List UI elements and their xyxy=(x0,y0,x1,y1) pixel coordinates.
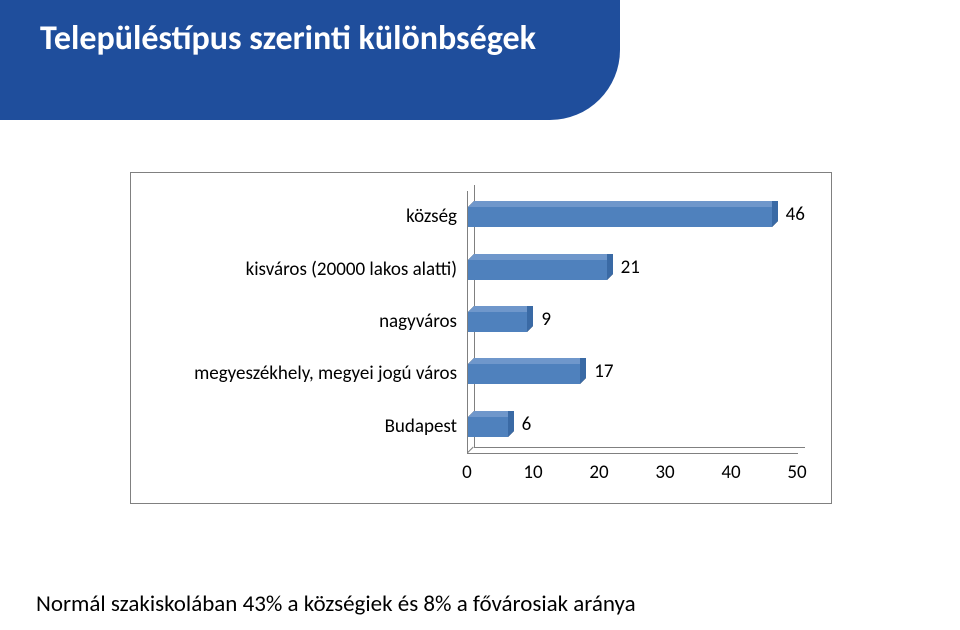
bar xyxy=(468,260,607,280)
bar-value-label: 6 xyxy=(522,413,532,436)
plot-area: 46 21 9 17 6 xyxy=(467,191,798,454)
bar-row: 21 xyxy=(468,243,798,295)
chart-container: 46 21 9 17 6 község kisváros (20000 lakos ala… xyxy=(130,172,832,504)
title-banner: Településtípus szerinti különbségek xyxy=(0,0,620,120)
bar xyxy=(468,364,580,384)
x-tick-label: 10 xyxy=(523,461,542,484)
x-tick-label: 20 xyxy=(589,461,608,484)
bar-value-label: 9 xyxy=(541,308,551,331)
bar xyxy=(468,417,508,437)
bar-value-label: 21 xyxy=(621,256,640,279)
page-title: Településtípus szerinti különbségek xyxy=(0,0,620,59)
bar-row: 9 xyxy=(468,296,798,348)
category-label: község xyxy=(137,205,457,228)
bar-row: 6 xyxy=(468,401,798,453)
x-tick-label: 50 xyxy=(787,461,806,484)
bar xyxy=(468,312,527,332)
x-axis-ticks: 01020304050 xyxy=(467,455,803,485)
category-label: Budapest xyxy=(137,415,457,438)
bar xyxy=(468,207,772,227)
category-label: megyeszékhely, megyei jogú város xyxy=(137,362,457,385)
x-tick-label: 40 xyxy=(721,461,740,484)
bar-row: 17 xyxy=(468,348,798,400)
footer-note: Normál szakiskolában 43% a községiek és … xyxy=(36,590,636,618)
bar-row: 46 xyxy=(468,191,798,243)
category-label: kisváros (20000 lakos alatti) xyxy=(137,258,457,281)
category-label: nagyváros xyxy=(137,310,457,333)
x-tick-label: 0 xyxy=(462,461,472,484)
bar-value-label: 46 xyxy=(786,203,805,226)
x-tick-label: 30 xyxy=(655,461,674,484)
bar-value-label: 17 xyxy=(594,361,613,384)
